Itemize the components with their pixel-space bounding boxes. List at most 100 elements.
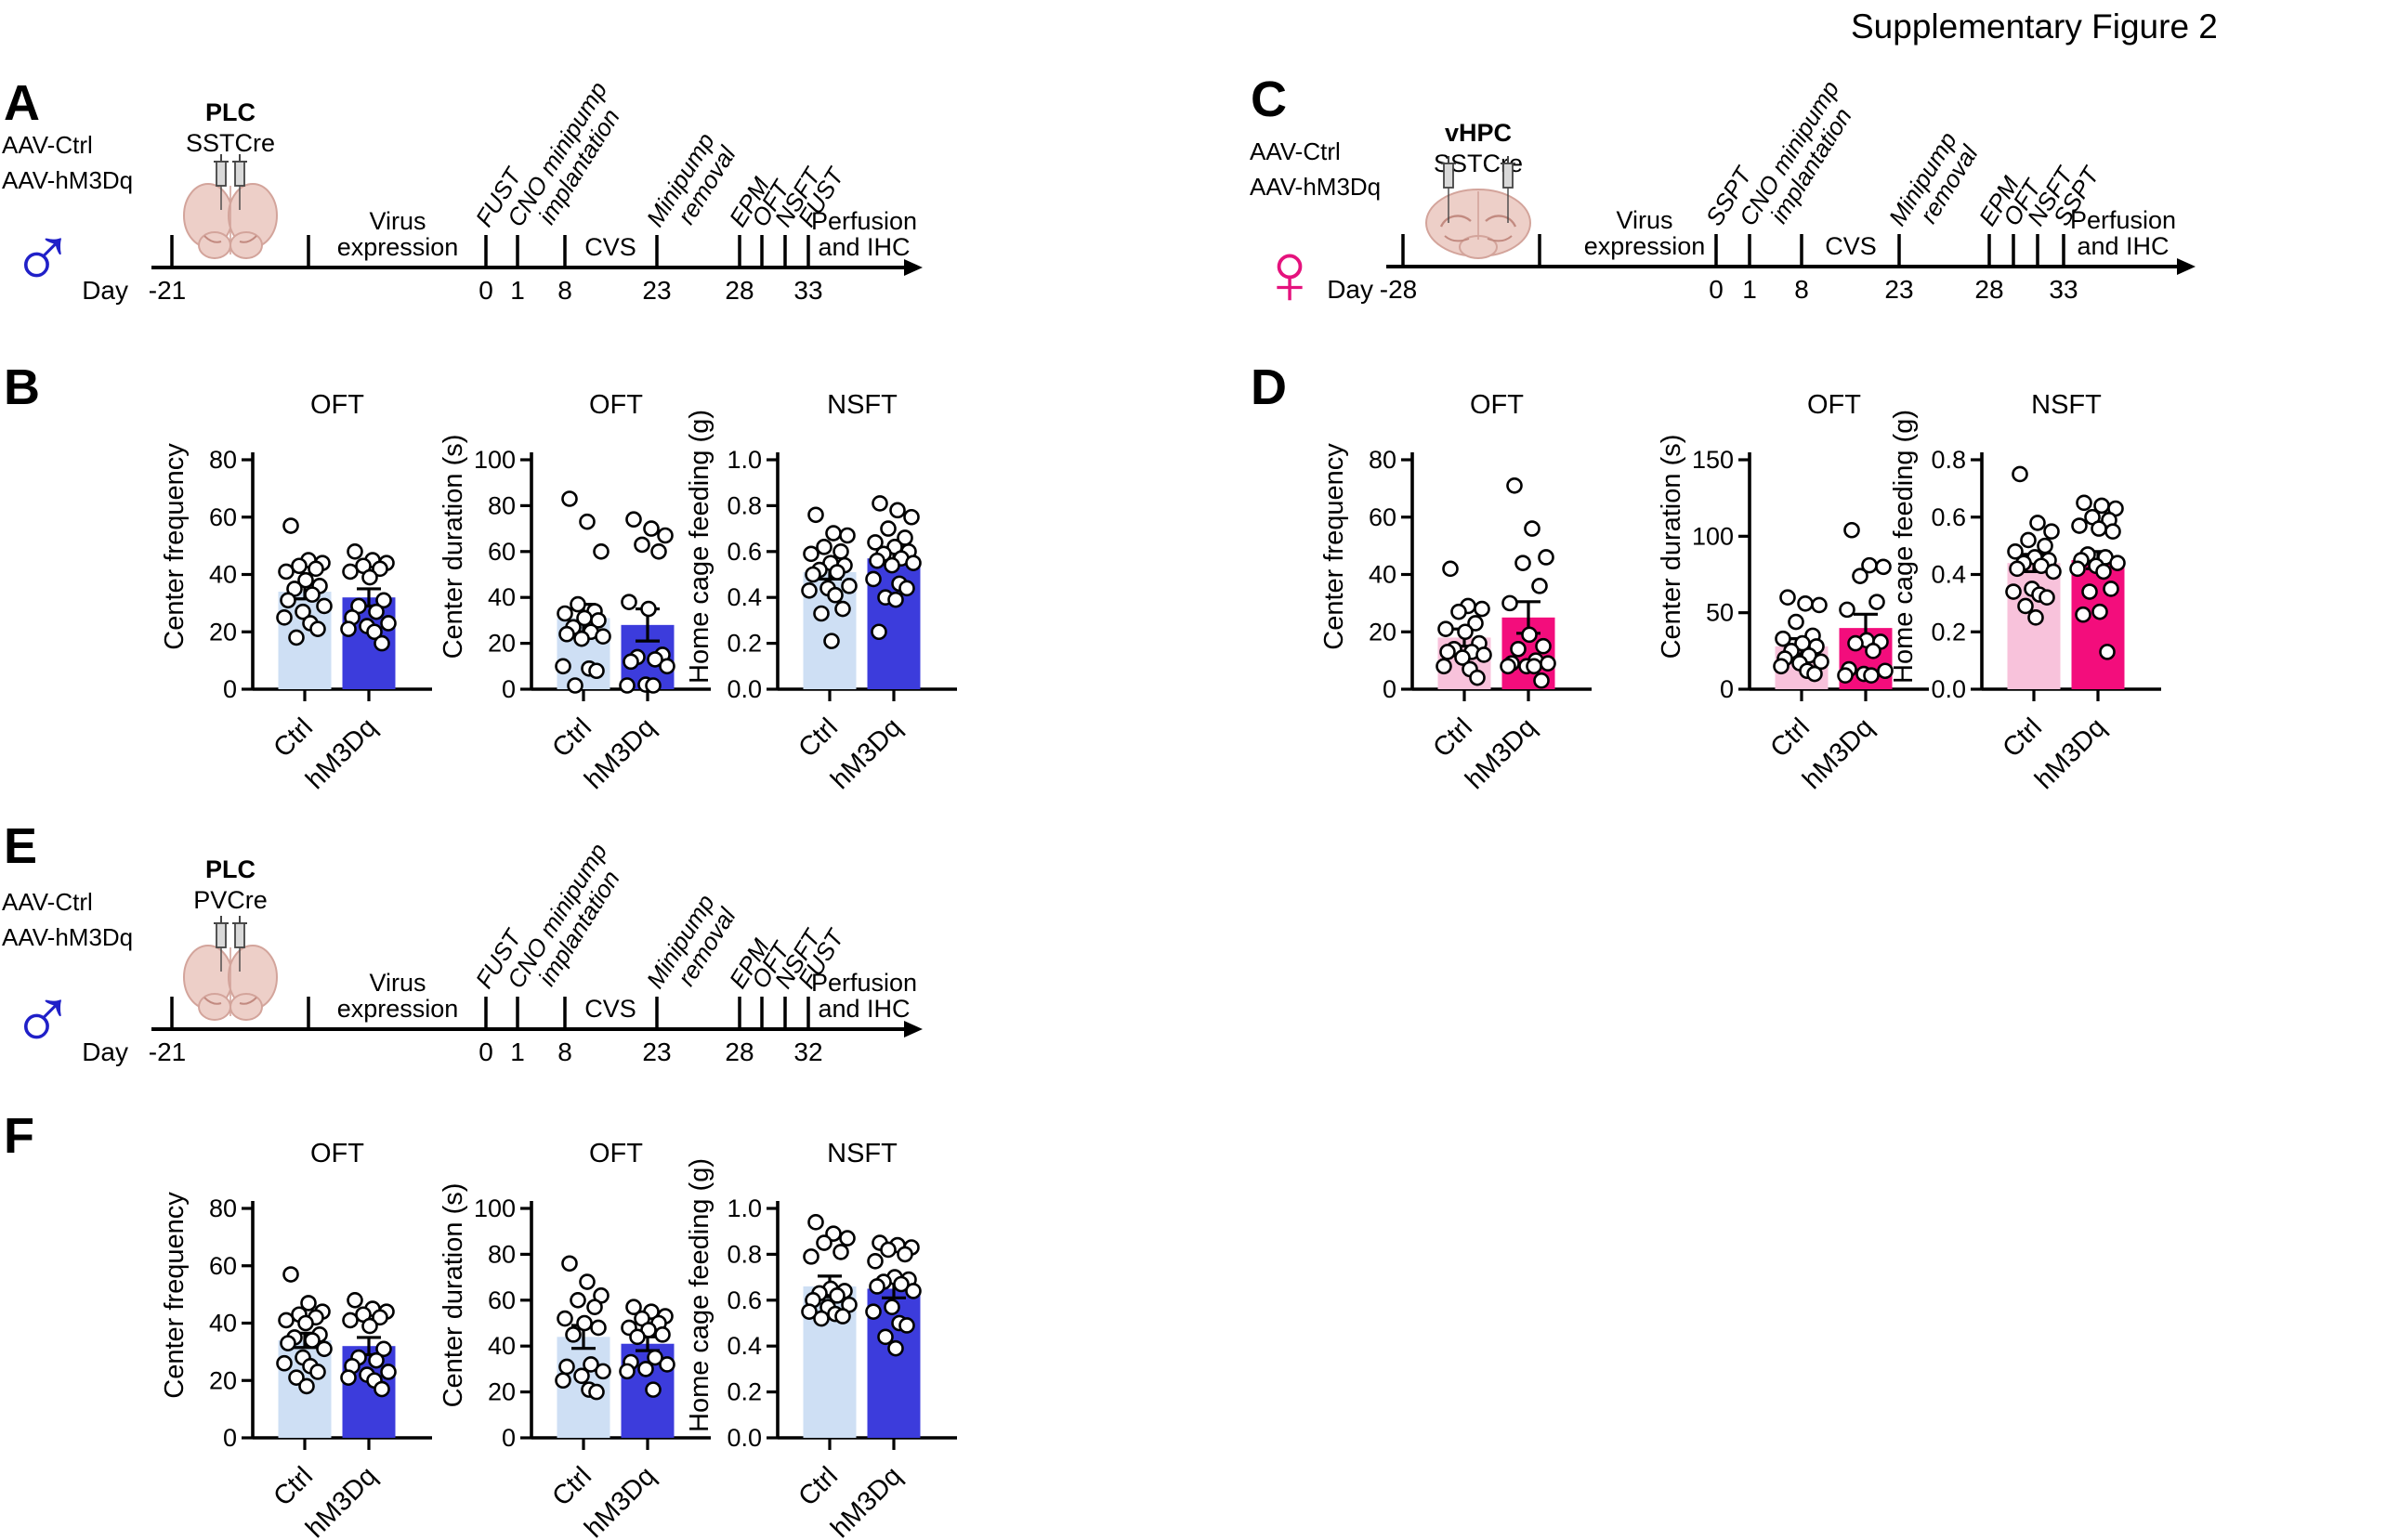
scatter-point — [1852, 568, 1868, 584]
brain-coronal-plc-icon — [183, 154, 278, 259]
phase-label: and IHC — [818, 995, 910, 1023]
scatter-point — [905, 1283, 922, 1299]
scatter-point — [2017, 597, 2034, 615]
scatter-point — [1533, 672, 1550, 689]
day-number: 1 — [510, 1038, 525, 1066]
y-tick-label: 100 — [474, 446, 516, 474]
y-axis-label: Center duration (s) — [439, 1183, 468, 1408]
scatter-point — [877, 1328, 894, 1346]
bar-hm3dq — [2071, 560, 2125, 689]
scatter-point — [839, 527, 856, 544]
y-tick-label: 20 — [209, 618, 237, 646]
scatter-point — [2076, 494, 2092, 512]
scatter-point — [565, 1326, 582, 1343]
scatter-point — [280, 592, 296, 609]
syringe-icon — [214, 154, 229, 210]
y-axis-label: Center frequency — [160, 443, 190, 650]
phase-label: Perfusion — [811, 207, 917, 235]
chart-title: OFT — [589, 390, 643, 420]
scatter-point — [372, 1309, 388, 1326]
scatter-point — [340, 1369, 357, 1386]
scatter-point — [555, 658, 571, 675]
scatter-point — [368, 603, 385, 620]
scatter-point — [2095, 563, 2112, 581]
syringe-barrel — [216, 161, 227, 187]
scatter-point — [276, 1354, 293, 1372]
day-axis-label: Day — [82, 1038, 128, 1066]
scatter-point — [2045, 563, 2062, 581]
scatter-point — [586, 1299, 603, 1316]
y-tick-label: 0 — [502, 675, 516, 703]
scatter-point — [834, 1308, 851, 1325]
x-category-label: Ctrl — [546, 712, 597, 763]
syringe-barrel — [234, 922, 245, 948]
y-tick-label: 20 — [488, 1378, 516, 1406]
scatter-point — [625, 1299, 642, 1316]
day-number: 1 — [1742, 275, 1757, 304]
y-tick-label: 0.6 — [727, 538, 762, 566]
y-tick-label: 0.0 — [727, 1424, 762, 1452]
female-symbol-icon: ♀ — [1256, 225, 1322, 323]
syringe-barrel — [1443, 163, 1454, 189]
scatter-point — [816, 539, 832, 555]
scatter-point — [657, 527, 674, 544]
phase-label: Virus — [369, 207, 426, 235]
scatter-point — [865, 570, 882, 588]
scatter-point — [880, 520, 897, 537]
scatter-point — [304, 1332, 321, 1349]
brain-fold — [1487, 235, 1513, 242]
scatter-point — [2020, 531, 2037, 549]
brain-region-label: PLC — [205, 855, 256, 883]
scatter-point — [557, 605, 573, 622]
scatter-point — [1538, 549, 1554, 566]
y-tick-label: 80 — [1369, 446, 1396, 474]
scatter-point — [659, 658, 675, 675]
scatter-point — [2069, 560, 2086, 578]
scatter-point — [570, 595, 586, 613]
scatter-point — [887, 1339, 904, 1357]
y-tick-label: 60 — [488, 1286, 516, 1314]
scatter-point — [841, 578, 858, 594]
scatter-point — [2091, 520, 2107, 537]
y-tick-label: 80 — [209, 446, 237, 474]
cre-line-label: PVCre — [193, 886, 268, 914]
scatter-point — [1506, 476, 1523, 494]
scatter-point — [640, 600, 657, 618]
scatter-point — [298, 1377, 315, 1395]
y-tick-label: 60 — [1369, 503, 1396, 531]
scatter-point — [1531, 578, 1548, 594]
y-tick-label: 0.6 — [1931, 503, 1966, 531]
scatter-point — [1521, 626, 1538, 644]
scatter-point — [570, 1292, 586, 1309]
scatter-point — [361, 1317, 378, 1335]
scatter-point — [805, 566, 821, 583]
scatter-point — [659, 1356, 675, 1373]
scatter-point — [637, 1361, 654, 1377]
scatter-point — [1540, 655, 1556, 672]
syringe-icon — [1441, 156, 1456, 223]
scatter-point — [576, 1314, 593, 1332]
scatter-point — [588, 662, 605, 680]
scatter-point — [1514, 555, 1531, 571]
day-axis-label: Day — [1327, 275, 1373, 304]
scatter-point — [2091, 603, 2108, 620]
male-symbol-icon: ♂ — [9, 971, 75, 1069]
brain-lobe — [229, 993, 263, 1021]
scatter-point — [1775, 630, 1791, 647]
scatter-point — [347, 1292, 363, 1309]
scatter-point — [380, 615, 397, 632]
x-category-label: Ctrl — [1997, 712, 2048, 763]
phase-label: expression — [337, 995, 459, 1023]
scatter-point — [865, 1303, 882, 1320]
y-tick-label: 60 — [209, 1252, 237, 1280]
y-tick-label: 1.0 — [727, 446, 762, 474]
phase-label: Virus — [369, 969, 426, 997]
